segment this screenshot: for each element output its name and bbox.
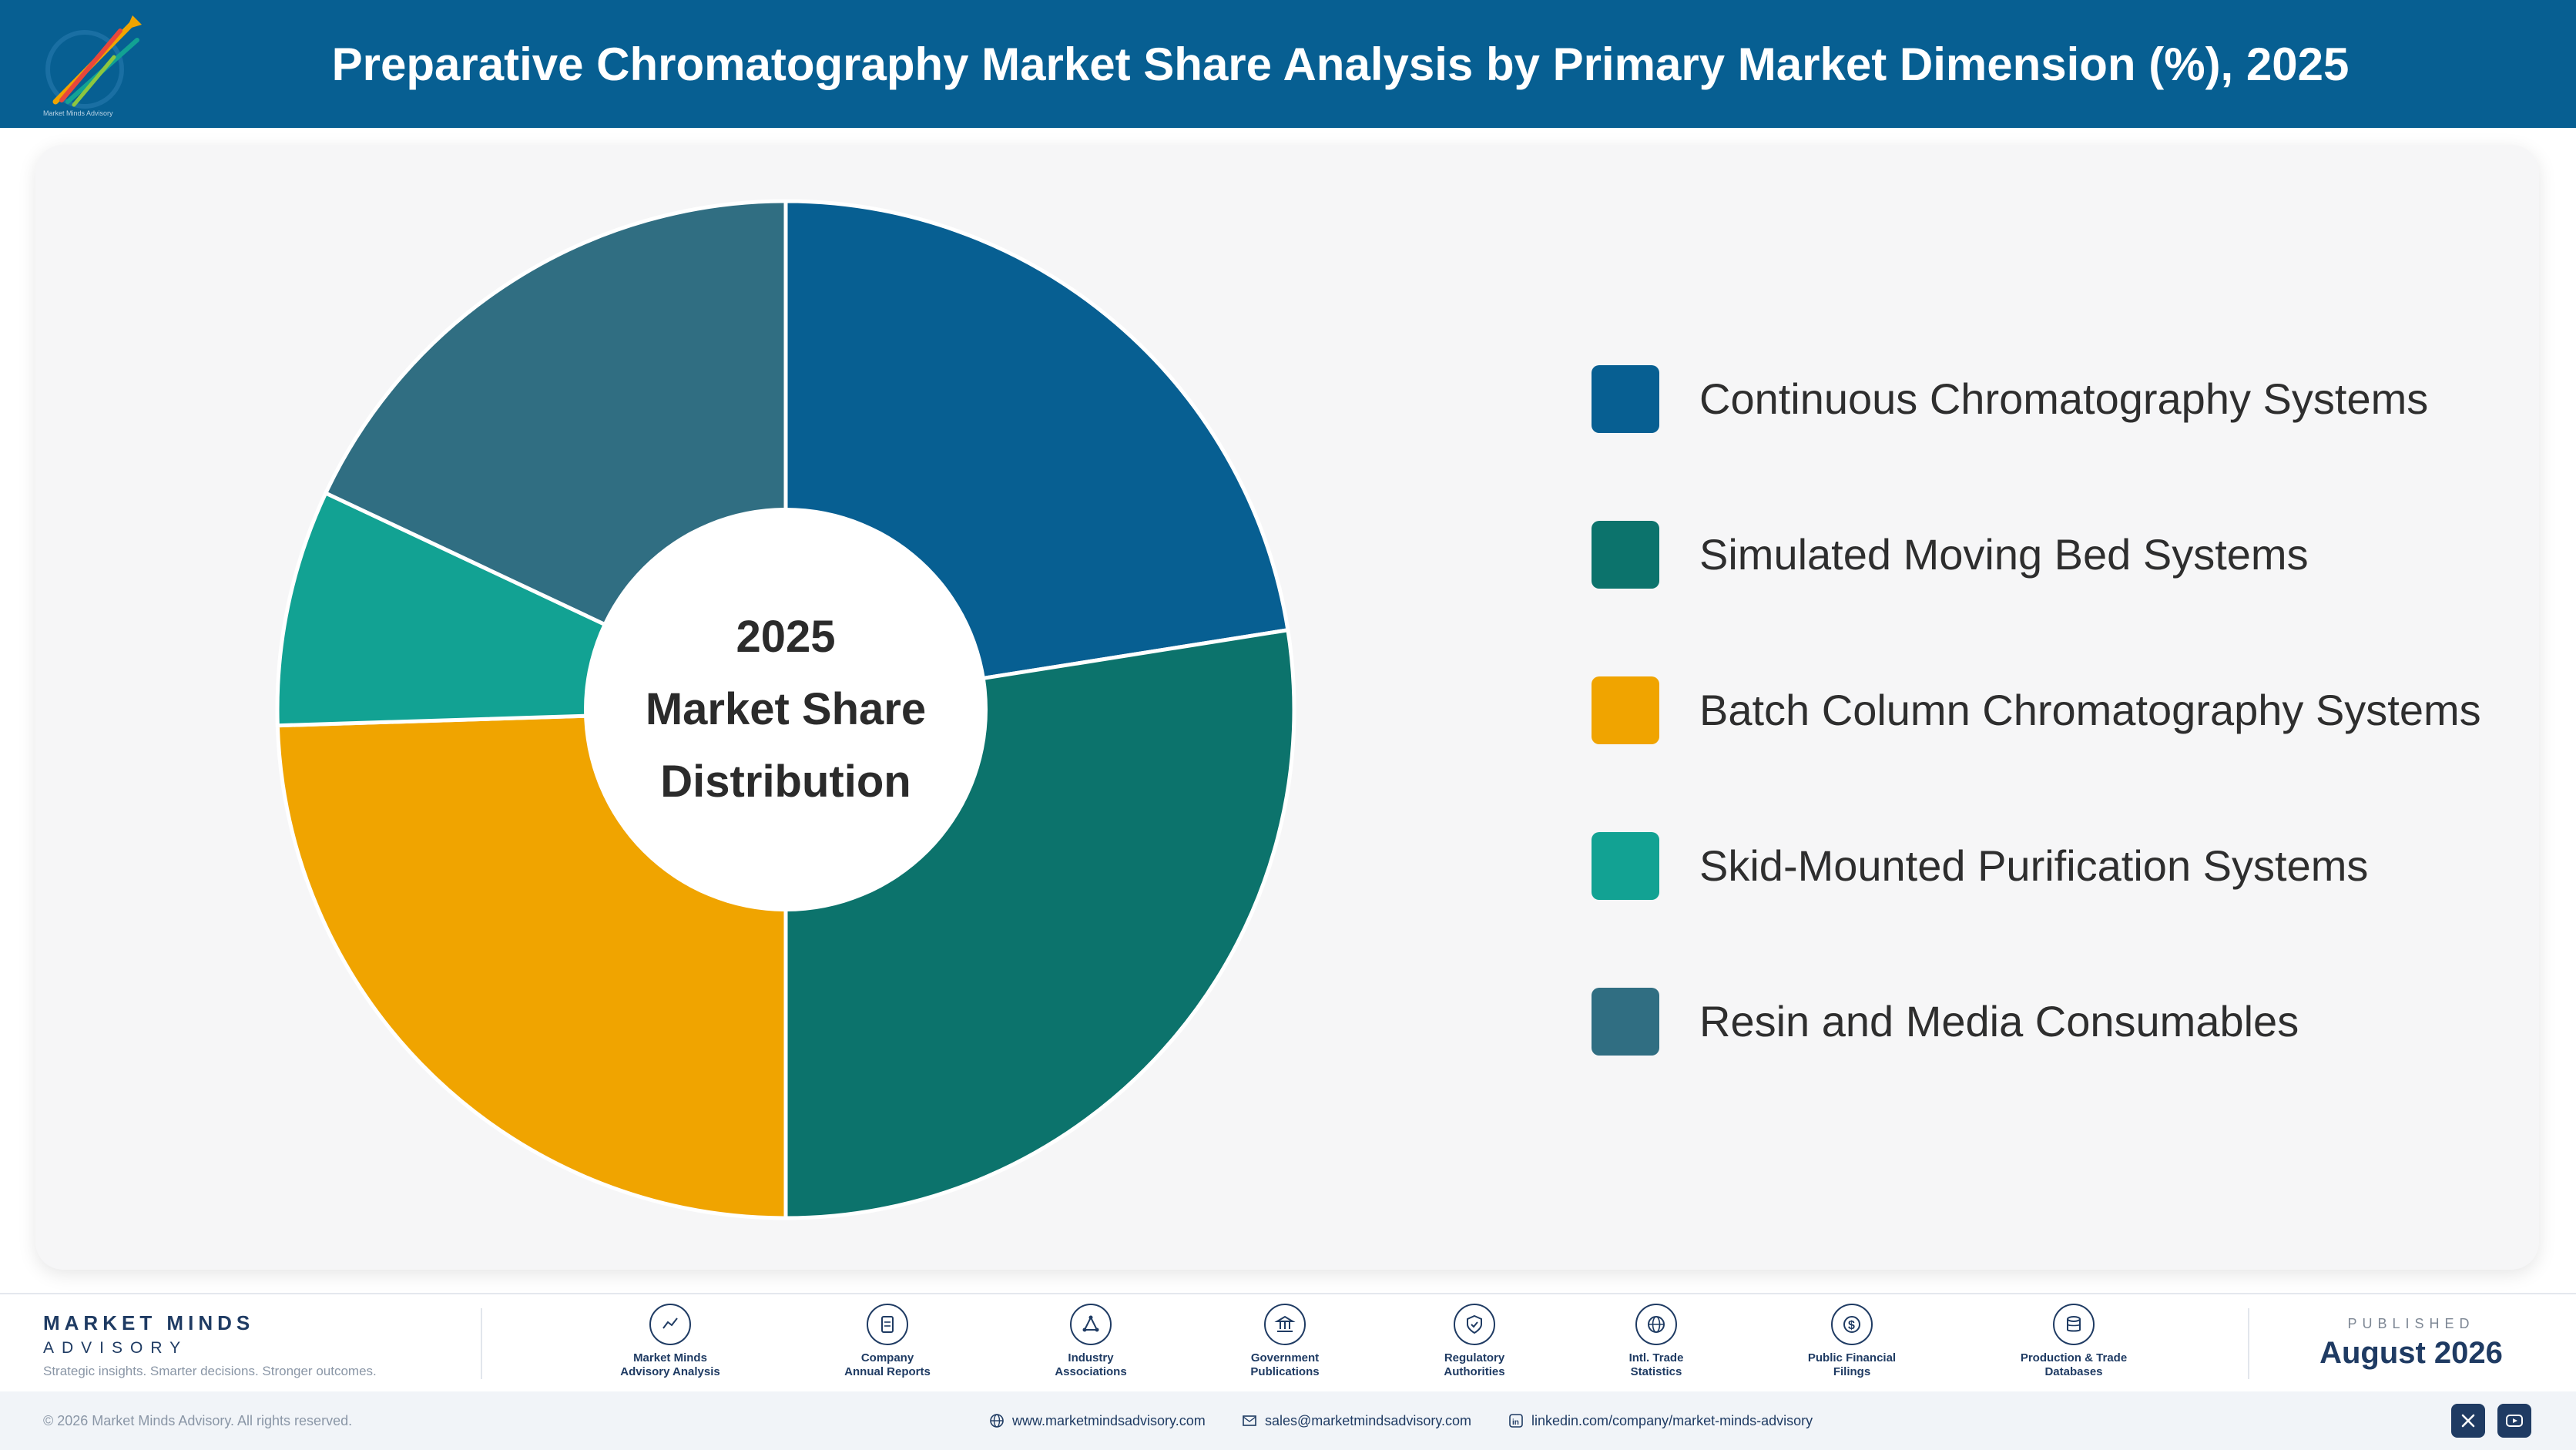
source-item[interactable]: Regulatory Authorities [1382, 1304, 1567, 1379]
website-link[interactable]: www.marketmindsadvisory.com [989, 1391, 1206, 1450]
header-bar: Market Minds Advisory Preparative Chroma… [0, 0, 2576, 128]
donut-hole [584, 508, 988, 911]
linkedin-icon: in [1509, 1414, 1523, 1428]
trend-line-icon [649, 1304, 691, 1345]
dollar-coin-icon: $ [1831, 1304, 1873, 1345]
source-item[interactable]: Production & Trade Databases [1981, 1304, 2166, 1379]
donut-chart [275, 199, 1296, 1220]
center-label-line2: Market Share [645, 684, 927, 734]
source-label: Intl. Trade Statistics [1628, 1351, 1684, 1378]
legend-label: Continuous Chromatography Systems [1699, 374, 2429, 423]
linkedin-text: linkedin.com/company/market-minds-adviso… [1531, 1412, 1813, 1428]
center-label-line3: Distribution [660, 757, 911, 807]
source-item[interactable]: Market Minds Advisory Analysis [578, 1304, 763, 1379]
source-label: Government Publications [1250, 1351, 1320, 1378]
market-minds-logo-icon[interactable] [40, 9, 148, 121]
globe-icon [1635, 1304, 1677, 1345]
source-label: Industry Associations [1055, 1351, 1127, 1378]
source-item[interactable]: Intl. Trade Statistics [1564, 1304, 1749, 1379]
source-label: Market Minds Advisory Analysis [620, 1351, 720, 1378]
source-label: Public Financial Filings [1807, 1351, 1897, 1378]
network-icon [1070, 1304, 1112, 1345]
legend-label: Skid-Mounted Purification Systems [1699, 841, 2369, 890]
source-label: Production & Trade Databases [2020, 1351, 2128, 1378]
source-item[interactable]: Government Publications [1192, 1304, 1377, 1379]
shield-check-icon [1454, 1304, 1495, 1345]
brand-tagline: Strategic insights. Smarter decisions. S… [43, 1364, 377, 1378]
page-title: Preparative Chromatography Market Share … [331, 38, 2350, 90]
footer: MARKET MINDS ADVISORY Strategic insights… [0, 1293, 2576, 1393]
linkedin-link[interactable]: in linkedin.com/company/market-minds-adv… [1508, 1391, 1813, 1450]
legend-item[interactable]: Simulated Moving Bed Systems [1555, 518, 2556, 589]
logo-tagline: Market Minds Advisory [43, 109, 113, 117]
donut-center-label: 2025 Market Share Distribution [585, 601, 986, 818]
svg-text:$: $ [1848, 1319, 1855, 1332]
published-date: August 2026 [2319, 1336, 2503, 1370]
legend-item[interactable]: Resin and Media Consumables [1555, 985, 2556, 1056]
source-label: Regulatory Authorities [1444, 1351, 1505, 1378]
legend-item[interactable]: Continuous Chromatography Systems [1555, 362, 2556, 433]
document-icon [867, 1304, 908, 1345]
brand-subtitle: ADVISORY [43, 1339, 189, 1357]
legend-item[interactable]: Skid-Mounted Purification Systems [1555, 829, 2556, 900]
email-text: sales@marketmindsadvisory.com [1265, 1412, 1472, 1428]
brand-name: MARKET MINDS [43, 1311, 255, 1334]
legend-swatch [1592, 365, 1659, 433]
footer-divider [2248, 1308, 2249, 1379]
bottom-bar: © 2026 Market Minds Advisory. All rights… [0, 1391, 2576, 1450]
legend-swatch [1592, 988, 1659, 1056]
copyright-text: © 2026 Market Minds Advisory. All rights… [43, 1413, 353, 1428]
legend-swatch [1592, 832, 1659, 900]
legend-item[interactable]: Batch Column Chromatography Systems [1555, 673, 2556, 744]
svg-text:in: in [1512, 1418, 1519, 1427]
x-icon[interactable] [2451, 1404, 2485, 1438]
chart-card: 2025 Market Share Distribution Continuou… [35, 145, 2539, 1270]
mail-icon [1243, 1415, 1256, 1426]
source-item[interactable]: Industry Associations [998, 1304, 1183, 1379]
published-label: PUBLISHED [2347, 1316, 2475, 1331]
source-item[interactable]: Company Annual Reports [795, 1304, 980, 1379]
legend-swatch [1592, 676, 1659, 744]
source-item[interactable]: $ Public Financial Filings [1759, 1304, 1944, 1379]
government-building-icon [1264, 1304, 1306, 1345]
email-link[interactable]: sales@marketmindsadvisory.com [1242, 1391, 1471, 1450]
legend-swatch [1592, 521, 1659, 589]
globe-icon [990, 1414, 1004, 1428]
footer-divider [481, 1308, 482, 1379]
legend-label: Simulated Moving Bed Systems [1699, 530, 2309, 579]
youtube-icon[interactable] [2497, 1404, 2531, 1438]
legend-label: Resin and Media Consumables [1699, 997, 2299, 1046]
website-text: www.marketmindsadvisory.com [1012, 1412, 1206, 1428]
center-label-year: 2025 [736, 612, 836, 662]
database-icon [2053, 1304, 2095, 1345]
source-label: Company Annual Reports [844, 1351, 931, 1378]
legend-label: Batch Column Chromatography Systems [1699, 686, 2481, 734]
